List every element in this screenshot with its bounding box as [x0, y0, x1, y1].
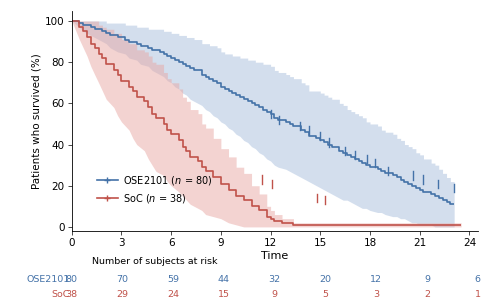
Text: 2: 2	[424, 290, 430, 299]
Y-axis label: Patients who survived (%): Patients who survived (%)	[31, 53, 41, 189]
Text: 9: 9	[272, 290, 278, 299]
Text: 3: 3	[373, 290, 379, 299]
Text: 5: 5	[322, 290, 329, 299]
Text: 12: 12	[370, 275, 382, 285]
Text: SoC: SoC	[51, 290, 69, 299]
Text: 32: 32	[269, 275, 281, 285]
Text: 70: 70	[116, 275, 129, 285]
Text: OSE2101: OSE2101	[26, 275, 69, 285]
X-axis label: Time: Time	[261, 251, 289, 261]
Text: 20: 20	[319, 275, 332, 285]
Text: 29: 29	[116, 290, 129, 299]
Text: 59: 59	[167, 275, 179, 285]
Text: 15: 15	[218, 290, 230, 299]
Text: 38: 38	[66, 290, 78, 299]
Text: 6: 6	[475, 275, 481, 285]
Legend: OSE2101 ($n$ = 80), SoC ($n$ = 38): OSE2101 ($n$ = 80), SoC ($n$ = 38)	[93, 170, 216, 209]
Text: 24: 24	[167, 290, 179, 299]
Text: 1: 1	[475, 290, 481, 299]
Text: Number of subjects at risk: Number of subjects at risk	[92, 257, 217, 266]
Text: 44: 44	[218, 275, 230, 285]
Text: 9: 9	[424, 275, 430, 285]
Text: 80: 80	[66, 275, 78, 285]
